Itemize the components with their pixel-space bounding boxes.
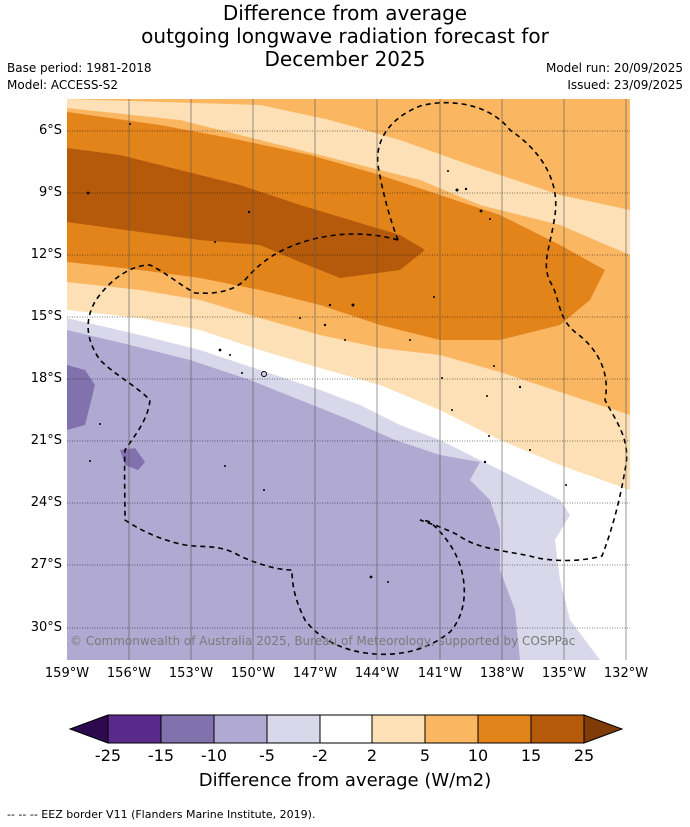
lon-label-156w: 156°W: [106, 666, 152, 681]
cb-tick-minus10: -10: [200, 746, 228, 765]
title-line-3: December 2025: [264, 47, 426, 71]
cb-tick-minus25: -25: [94, 746, 122, 765]
cb-tick-15: 15: [520, 746, 542, 765]
lon-label-144w: 144°W: [354, 666, 400, 681]
lon-label-147w: 147°W: [292, 666, 338, 681]
lat-label-27s: 27°S: [30, 557, 62, 572]
lon-label-132w: 132°W: [603, 666, 649, 681]
colorbar-bin-1: [107, 714, 162, 744]
colorbar-above-arrow: [583, 714, 624, 744]
lat-label-15s: 15°S: [30, 309, 62, 324]
colorbar-bin-6: [371, 714, 426, 744]
band-15-25: [67, 148, 425, 278]
lat-label-30s: 30°S: [30, 620, 62, 635]
band-minus10-minus15: [67, 365, 95, 430]
lon-label-159w: 159°W: [44, 666, 90, 681]
anomaly-field: [67, 99, 630, 660]
lon-label-138w: 138°W: [479, 666, 525, 681]
colorbar-bin-4: [266, 714, 321, 744]
lon-gridlines: [128, 99, 627, 660]
eez-legend: -- -- -- EEZ border V11 (Flanders Marine…: [7, 808, 316, 821]
colorbar-bin-8: [477, 714, 532, 744]
eez-border-cook: [87, 233, 466, 656]
cb-tick-minus2: -2: [312, 746, 328, 765]
model-run: Model run: 20/09/2025: [545, 61, 683, 75]
band-minus10-minus15-b: [120, 448, 145, 470]
colorbar-bin-2: [160, 714, 215, 744]
title-line-2: outgoing longwave radiation forecast for: [141, 24, 549, 48]
colorbar-bin-7: [424, 714, 479, 744]
colorbar-bin-5: [319, 714, 373, 744]
lon-label-135w: 135°W: [541, 666, 587, 681]
lat-label-18s: 18°S: [30, 371, 62, 386]
cb-tick-5: 5: [419, 746, 431, 765]
cb-tick-2: 2: [366, 746, 378, 765]
band-5-10: [67, 99, 630, 210]
lat-label-9s: 9°S: [38, 185, 62, 200]
issued-date: Issued: 23/09/2025: [567, 78, 683, 92]
colorbar-below-arrow: [68, 714, 109, 744]
lon-label-150w: 150°W: [230, 666, 276, 681]
title-line-1: Difference from average: [222, 1, 468, 25]
colorbar-bin-9: [530, 714, 585, 744]
colorbar-label: Difference from average (W/m2): [198, 770, 492, 791]
lat-label-6s: 6°S: [38, 123, 62, 138]
cb-tick-25: 25: [573, 746, 595, 765]
base-period: Base period: 1981-2018: [7, 61, 152, 75]
islands: [86, 123, 567, 583]
cb-tick-minus15: -15: [147, 746, 175, 765]
band-minus5-minus10: [67, 330, 520, 660]
cb-tick-10: 10: [467, 746, 489, 765]
lat-label-24s: 24°S: [30, 495, 62, 510]
lon-label-153w: 153°W: [168, 666, 214, 681]
eez-border-marquesas: [376, 101, 628, 562]
colorbar-bin-3: [213, 714, 268, 744]
lon-label-141w: 141°W: [417, 666, 463, 681]
model-name: Model: ACCESS-S2: [7, 78, 119, 92]
colorbar: [68, 714, 624, 744]
copyright-notice: © Commonwealth of Australia 2025, Bureau…: [70, 634, 576, 648]
lat-label-21s: 21°S: [30, 433, 62, 448]
cb-tick-minus5: -5: [259, 746, 275, 765]
lat-label-12s: 12°S: [30, 247, 62, 262]
